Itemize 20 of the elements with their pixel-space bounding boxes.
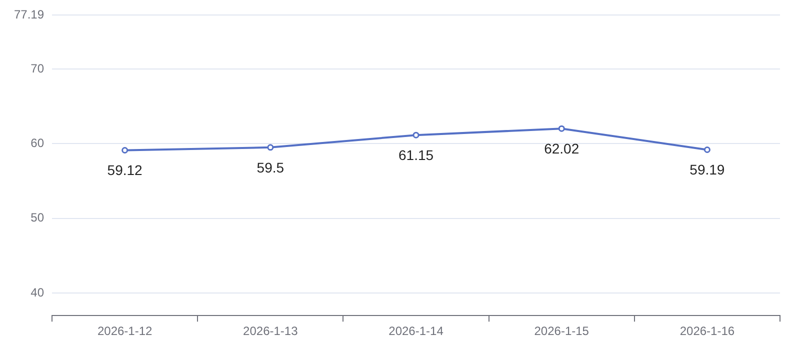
y-tick-label: 40	[30, 285, 44, 300]
x-tick-label: 2026-1-13	[243, 324, 298, 338]
data-label: 59.19	[690, 162, 725, 178]
data-label: 59.5	[256, 159, 284, 176]
point	[558, 125, 565, 132]
point	[412, 132, 420, 138]
x-tick-label: 2026-1-12	[97, 324, 152, 338]
point	[704, 146, 710, 153]
y-tick-label: 50	[30, 210, 44, 225]
data-label: 61.15	[398, 146, 434, 163]
data-label: 62.02	[544, 140, 580, 156]
x-tick-label: 2026-1-16	[680, 324, 735, 338]
x-tick-label: 2026-1-14	[388, 324, 444, 338]
data-label: 59.12	[107, 162, 143, 178]
y-tick-label: 70	[30, 61, 44, 76]
x-tick-label: 2026-1-15	[534, 324, 590, 338]
point	[122, 147, 128, 154]
y-tick-label: 77.19	[14, 8, 44, 22]
point	[267, 144, 274, 151]
y-tick-label: 60	[30, 136, 44, 150]
